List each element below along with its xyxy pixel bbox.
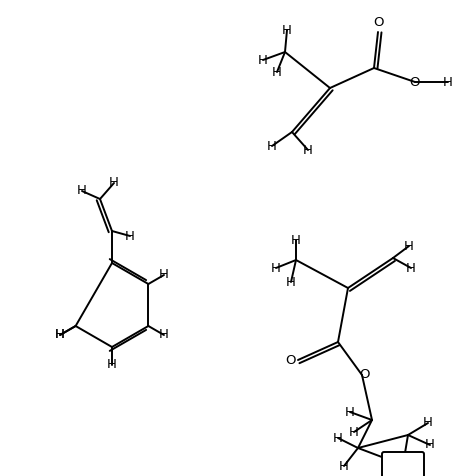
Text: H: H <box>272 66 282 79</box>
Text: H: H <box>271 261 281 275</box>
Text: H: H <box>159 268 169 281</box>
Text: H: H <box>349 426 359 438</box>
Text: H: H <box>404 239 414 252</box>
Text: H: H <box>125 229 135 242</box>
Text: H: H <box>345 406 355 418</box>
Text: H: H <box>303 143 313 157</box>
Text: H: H <box>339 459 349 473</box>
Text: H: H <box>333 432 343 445</box>
Text: H: H <box>258 53 268 67</box>
Text: H: H <box>107 358 117 371</box>
Text: H: H <box>282 23 292 37</box>
Text: H: H <box>109 177 119 189</box>
Text: O: O <box>374 16 384 29</box>
Text: H: H <box>55 328 65 341</box>
Text: O: O <box>285 354 295 367</box>
FancyBboxPatch shape <box>382 452 424 476</box>
Text: H: H <box>406 261 416 275</box>
Text: H: H <box>443 76 453 89</box>
Text: H: H <box>425 438 435 452</box>
Text: H: H <box>159 328 169 341</box>
Text: H: H <box>286 276 296 288</box>
Text: H: H <box>423 416 433 429</box>
Text: H: H <box>77 185 87 198</box>
Text: H: H <box>291 234 301 247</box>
Text: H: H <box>267 139 277 152</box>
Text: O: O <box>359 368 369 381</box>
Text: O: O <box>410 76 420 89</box>
Text: O: O <box>398 458 408 472</box>
Text: H: H <box>55 328 65 341</box>
